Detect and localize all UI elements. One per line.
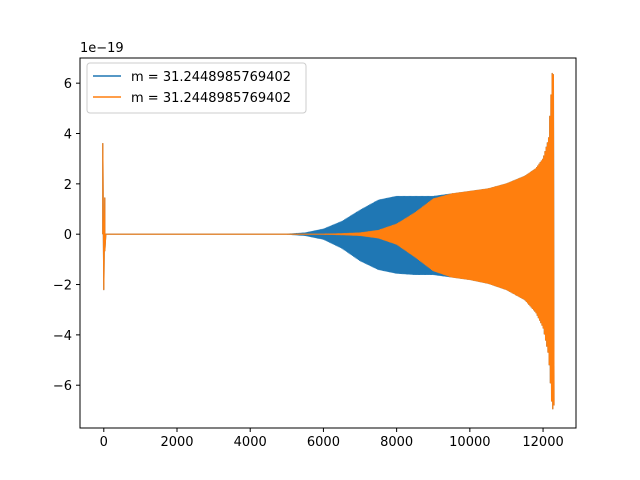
y-tick-label: 0 — [64, 228, 72, 243]
x-axis: 0 2000 4000 6000 8000 10000 12000 — [100, 428, 564, 450]
y-tick-label: −4 — [53, 329, 72, 344]
legend-label-series-1: m = 31.2448985769402 — [131, 70, 291, 85]
series-layer — [102, 72, 555, 410]
y-tick-label: −2 — [53, 279, 72, 294]
y-tick-label: −6 — [53, 379, 72, 394]
legend-box — [86, 62, 307, 114]
y-tick-label: 6 — [64, 77, 72, 92]
series-line-2 — [102, 72, 555, 410]
x-tick-label: 2000 — [160, 435, 193, 450]
y-axis: −6 −4 −2 0 2 4 6 — [53, 77, 80, 394]
x-tick-label: 8000 — [380, 435, 413, 450]
x-tick-label: 6000 — [307, 435, 340, 450]
y-tick-label: 2 — [64, 178, 72, 193]
legend: m = 31.2448985769402 m = 31.244898576940… — [86, 62, 307, 114]
plot-frame — [79, 57, 577, 429]
x-tick-label: 10000 — [449, 435, 490, 450]
y-tick-label: 4 — [64, 128, 72, 143]
legend-label-series-2: m = 31.2448985769402 — [131, 91, 291, 106]
x-tick-label: 12000 — [522, 435, 563, 450]
y-offset-label: 1e−19 — [80, 41, 124, 56]
x-tick-label: 0 — [100, 435, 108, 450]
x-tick-label: 4000 — [234, 435, 267, 450]
